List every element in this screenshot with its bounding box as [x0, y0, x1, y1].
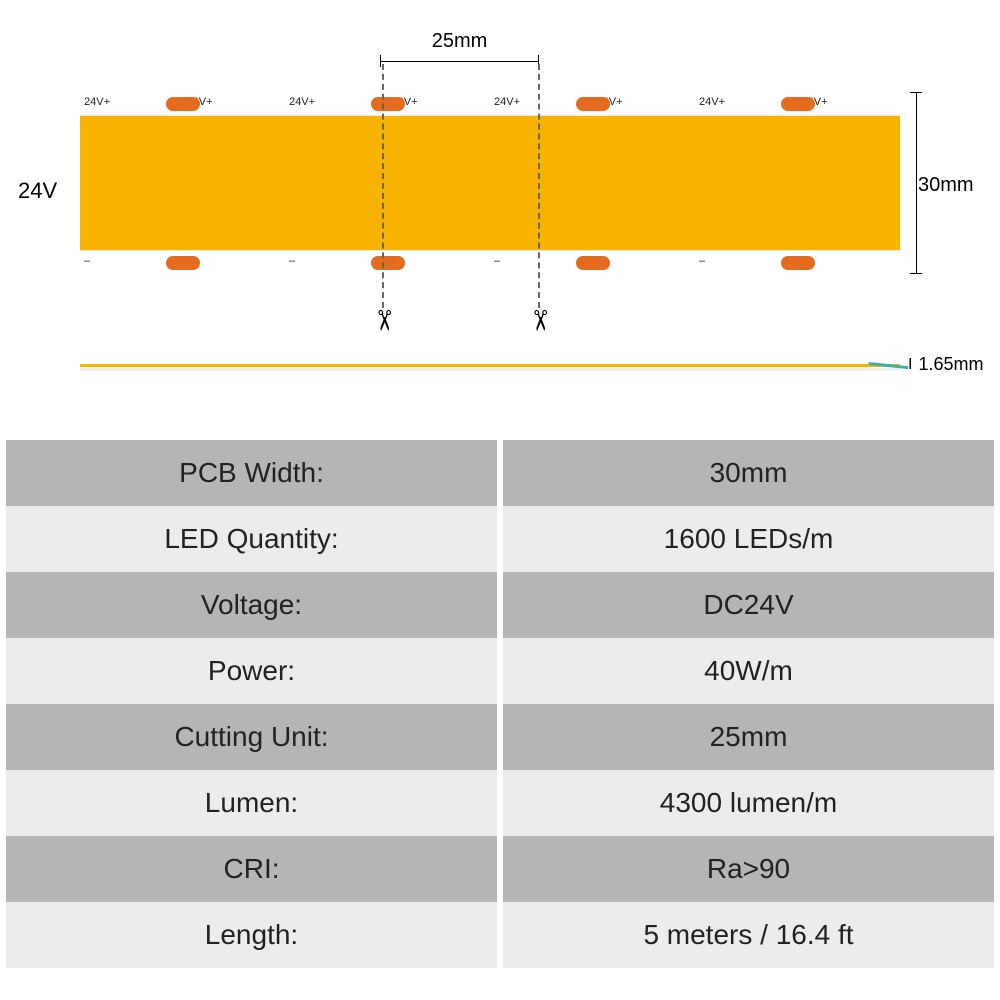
solder-pad [371, 97, 405, 111]
solder-pad [166, 97, 200, 111]
dimension-line [380, 57, 539, 73]
spec-label: Length: [6, 902, 497, 968]
spec-label: Cutting Unit: [6, 704, 497, 770]
solder-pad [576, 256, 610, 270]
dimension-height-label: 30mm [918, 174, 974, 197]
spec-label: Power: [6, 638, 497, 704]
led-strip-body [80, 116, 900, 250]
dimension-thickness-label: 1.65mm [918, 354, 983, 375]
solder-pad [576, 97, 610, 111]
spec-label: Voltage: [6, 572, 497, 638]
spec-value: 30mm [503, 440, 994, 506]
rail-segment: – [388, 251, 491, 275]
spec-value: 25mm [503, 704, 994, 770]
spec-label: PCB Width: [6, 440, 497, 506]
spec-value: 4300 lumen/m [503, 770, 994, 836]
spec-value: DC24V [503, 572, 994, 638]
rail-segment: – [593, 251, 696, 275]
rail-top-label: 24V+ [494, 96, 520, 108]
solder-pad [166, 256, 200, 270]
spec-value: Ra>90 [503, 836, 994, 902]
solder-pad [781, 97, 815, 111]
diagram-area: 25mm 24V 24V+24V+24V+24V+24V+24V+24V+24V… [0, 30, 1000, 440]
spec-label: CRI: [6, 836, 497, 902]
voltage-label: 24V [18, 178, 57, 204]
spec-table: PCB Width:30mmLED Quantity:1600 LEDs/mVo… [6, 440, 994, 968]
spec-label: LED Quantity: [6, 506, 497, 572]
cut-line-right [538, 64, 540, 308]
led-strip: 24V+24V+24V+24V+24V+24V+24V+24V+ –––––––… [80, 92, 900, 274]
rail-bottom-label: – [289, 255, 295, 267]
spec-value: 40W/m [503, 638, 994, 704]
thickness-mark-icon: I [908, 356, 912, 374]
spec-label: Lumen: [6, 770, 497, 836]
solder-pad [371, 256, 405, 270]
dimension-thickness: I 1.65mm [908, 354, 983, 375]
rail-top-label: 24V+ [699, 96, 725, 108]
rail-bottom-label: – [699, 255, 705, 267]
cut-line-left [382, 64, 384, 308]
rail-segment: 24V+ [388, 92, 491, 116]
spec-value: 5 meters / 16.4 ft [503, 902, 994, 968]
dimension-cut-width-label: 25mm [380, 30, 539, 53]
rail-segment: 24V+ [798, 92, 901, 116]
rail-bottom-label: – [84, 255, 90, 267]
rail-top-label: 24V+ [84, 96, 110, 108]
rail-segment: – [798, 251, 901, 275]
strip-profile [80, 360, 900, 376]
rail-top-label: 24V+ [289, 96, 315, 108]
rail-segment: 24V+ [593, 92, 696, 116]
scissors-icon: ✂ [368, 309, 401, 332]
scissors-icon: ✂ [524, 309, 557, 332]
rail-segment: – [183, 251, 286, 275]
rail-bottom: –––––––– [80, 250, 900, 274]
rail-top: 24V+24V+24V+24V+24V+24V+24V+24V+ [80, 92, 900, 116]
rail-segment: 24V+ [183, 92, 286, 116]
solder-pad [781, 256, 815, 270]
spec-value: 1600 LEDs/m [503, 506, 994, 572]
dimension-cut-width: 25mm [380, 30, 539, 80]
rail-bottom-label: – [494, 255, 500, 267]
